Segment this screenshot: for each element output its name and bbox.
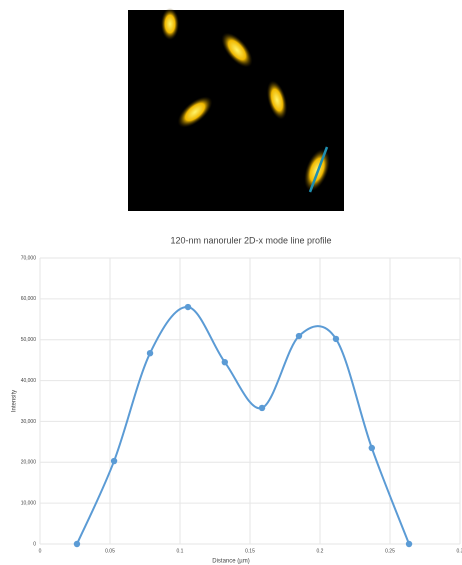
spot <box>161 8 179 40</box>
y-tick-label: 40,000 <box>21 378 37 384</box>
spot <box>266 80 288 120</box>
y-tick-label: 10,000 <box>21 500 37 506</box>
spot <box>177 96 213 128</box>
y-tick-label: 20,000 <box>21 460 37 466</box>
x-tick-label: 0.25 <box>385 548 395 554</box>
x-tick-label: 0 <box>39 548 42 554</box>
data-line <box>76 306 410 545</box>
x-tick-label: 0.1 <box>177 548 184 554</box>
y-axis-label: Intensity <box>12 390 18 412</box>
chart-title: 120-nm nanoruler 2D-x mode line profile <box>170 235 331 245</box>
data-point <box>368 444 375 452</box>
data-point <box>258 404 266 412</box>
x-tick-label: 0.05 <box>105 548 115 554</box>
data-point <box>73 540 81 548</box>
data-point <box>184 303 192 311</box>
y-tick-label: 0 <box>33 541 36 547</box>
data-point <box>295 332 303 340</box>
data-point <box>332 335 340 343</box>
x-axis-label: Distance (µm) <box>212 559 249 565</box>
spot <box>221 32 253 68</box>
data-point <box>221 358 228 366</box>
profile-line <box>308 146 329 193</box>
microscopy-image <box>128 8 344 211</box>
y-tick-label: 60,000 <box>21 296 37 302</box>
y-tick-label: 30,000 <box>21 419 37 425</box>
x-tick-label: 0.2 <box>317 548 324 554</box>
data-point <box>146 349 154 357</box>
x-tick-label: 0.3 <box>457 548 462 554</box>
y-tick-label: 50,000 <box>21 337 37 343</box>
data-point <box>405 540 413 548</box>
data-point <box>110 457 118 465</box>
x-tick-label: 0.15 <box>245 548 255 554</box>
y-tick-label: 70,000 <box>21 255 37 261</box>
